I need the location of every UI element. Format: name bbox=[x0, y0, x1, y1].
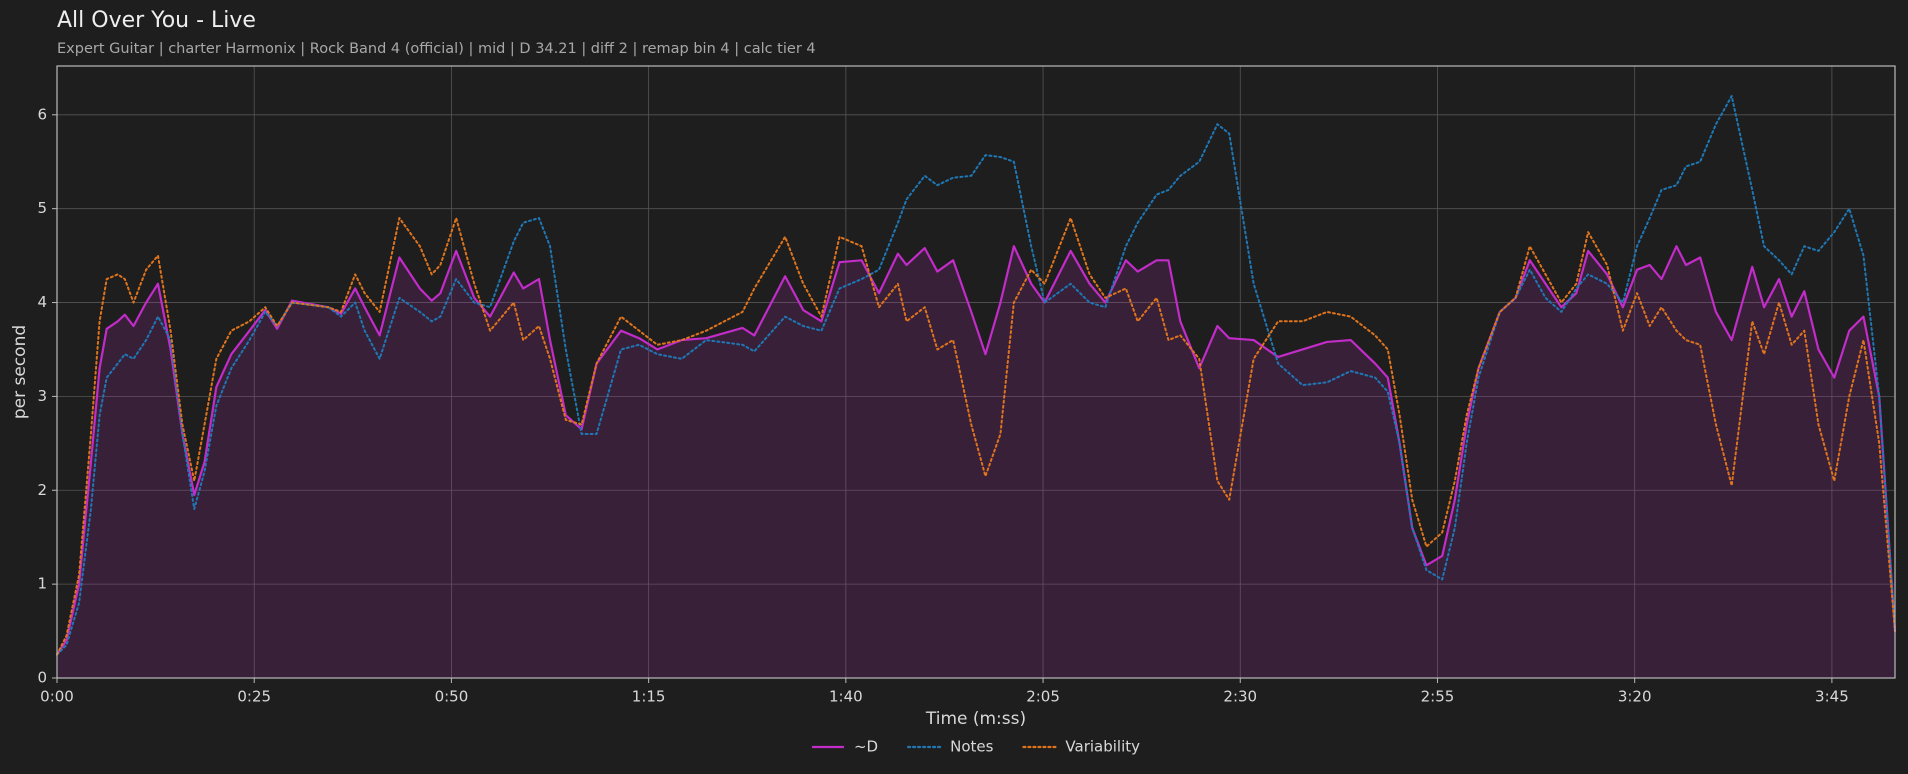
chart-title: All Over You - Live bbox=[57, 8, 256, 33]
x-tick-label: 3:20 bbox=[1618, 688, 1652, 706]
chart-subtitle: Expert Guitar | charter Harmonix | Rock … bbox=[57, 41, 816, 57]
legend: ~D Notes Variability bbox=[811, 738, 1140, 756]
x-tick-label: 0:50 bbox=[435, 688, 469, 706]
x-tick-label: 2:30 bbox=[1223, 688, 1257, 706]
y-tick-label: 2 bbox=[37, 481, 47, 499]
y-tick-label: 5 bbox=[37, 199, 47, 217]
legend-label: Variability bbox=[1065, 738, 1140, 756]
legend-item: Notes bbox=[906, 738, 994, 756]
y-tick-label: 6 bbox=[37, 105, 47, 123]
x-tick-label: 2:05 bbox=[1026, 688, 1060, 706]
x-tick-label: 3:45 bbox=[1815, 688, 1849, 706]
area bbox=[57, 246, 1895, 678]
legend-label: ~D bbox=[854, 738, 878, 756]
ticks: 0 1 2 3 4 5 6 0:00 0:25 0:50 1:15 1:40 2:05 2:30 2:55 3… bbox=[37, 105, 1848, 705]
legend-label: Notes bbox=[950, 738, 994, 756]
x-tick-label: 0:00 bbox=[40, 688, 74, 706]
plot-frame bbox=[56, 65, 1896, 679]
x-tick-label: 2:55 bbox=[1421, 688, 1455, 706]
x-tick-label: 1:15 bbox=[632, 688, 666, 706]
legend-item: Variability bbox=[1022, 738, 1140, 756]
y-tick-label: 1 bbox=[37, 575, 47, 593]
y-axis-label: per second bbox=[10, 325, 30, 419]
series-line bbox=[56, 217, 1896, 656]
x-tick-label: 0:25 bbox=[237, 688, 271, 706]
legend-item: ~D bbox=[811, 738, 878, 756]
x-axis-label: Time (m:ss) bbox=[925, 709, 1026, 729]
y-tick-label: 4 bbox=[37, 293, 47, 311]
y-tick-label: 3 bbox=[37, 387, 47, 405]
x-tick-label: 1:40 bbox=[829, 688, 863, 706]
y-tick-label: 0 bbox=[37, 669, 47, 687]
plot bbox=[56, 95, 1897, 678]
